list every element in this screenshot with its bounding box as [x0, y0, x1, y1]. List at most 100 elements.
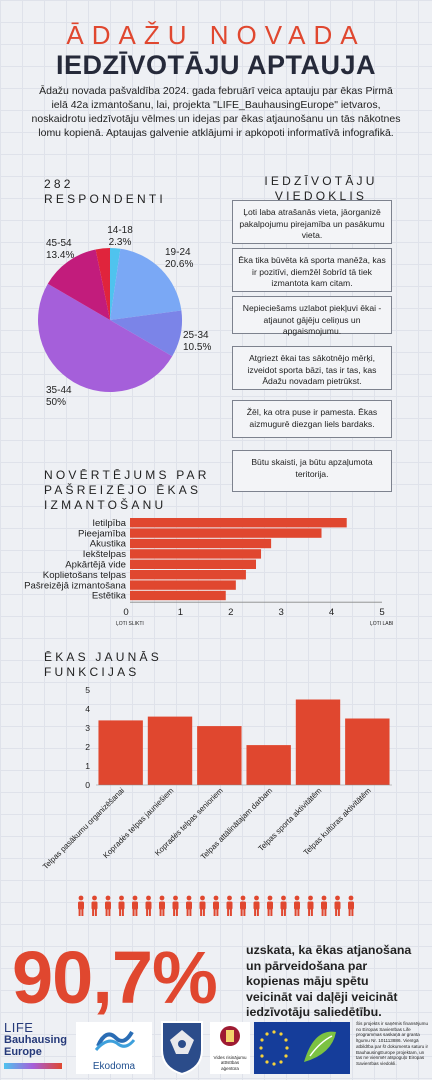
- bauhausing-logo-word: Bauhausing: [4, 1034, 67, 1046]
- person-icon: [105, 895, 111, 916]
- functions-bar: [197, 726, 242, 785]
- person-icon: [226, 895, 233, 916]
- person-icon: [132, 895, 138, 916]
- functions-heading-line-2: FUNKCIJAS: [44, 665, 140, 679]
- rating-x-tick: 0: [123, 607, 128, 618]
- rating-bar: [130, 528, 322, 538]
- rating-category-label: Apkārtējā vide: [65, 560, 126, 571]
- respondent-label: RESPONDENTI: [44, 192, 166, 206]
- latvia-coat-of-arms-icon: [220, 1026, 240, 1046]
- rating-category-label: Ietilpība: [92, 518, 126, 529]
- functions-category-label: Telpas pasākumu organizēšanai: [41, 786, 126, 871]
- rating-x-tick: 4: [329, 607, 335, 618]
- page-title: IEDZĪVOTĀJU APTAUJA: [55, 50, 377, 80]
- opinion-quote-4: Atgriezt ēkai tas sākotnējo mērķi, izvei…: [232, 346, 392, 390]
- opinion-quote-5: Žēl, ka otra puse ir pamesta. Ēkas aizmu…: [232, 400, 392, 438]
- opinion-quote-3: Nepieciešams uzlabot piekļuvi ēkai - atj…: [232, 296, 392, 336]
- respondents-heading: 282 RESPONDENTI: [44, 177, 166, 207]
- pie-slice-25-34: [110, 310, 182, 357]
- life-bauhausing-logo: LIFE Bauhausing Europe: [4, 1020, 67, 1058]
- pie-value-14-18: 2.3%: [109, 237, 132, 248]
- pie-value-19-24: 20.6%: [165, 259, 193, 270]
- rating-x-tick: 1: [178, 607, 183, 618]
- functions-y-tick: 4: [85, 704, 90, 714]
- functions-y-tick: 2: [85, 742, 90, 752]
- rating-heading-line-3: IZMANTOŠANU: [44, 498, 167, 512]
- functions-heading-line-1: ĒKAS JAUNĀS: [44, 650, 162, 664]
- person-icon: [321, 895, 327, 916]
- functions-y-tick: 3: [85, 723, 90, 733]
- life-logo-word: LIFE: [4, 1020, 34, 1035]
- rating-bar: [130, 590, 226, 601]
- person-icon: [118, 895, 125, 916]
- pie-slice-14-18: [110, 248, 121, 320]
- pie-label-35-44: 35-44: [46, 385, 72, 396]
- summary-text: uzskata, ka ēkas atjanošana un pārveidoš…: [246, 943, 412, 1019]
- functions-heading: ĒKAS JAUNĀS FUNKCIJAS: [44, 650, 162, 680]
- respondent-count: 282: [44, 177, 74, 191]
- ekodoma-wave-icon: [94, 1030, 136, 1052]
- person-icon: [240, 895, 246, 916]
- rating-heading: NOVĒRTĒJUMS PAR PAŠREIZĒJO ĒKAS IZMANTOŠ…: [44, 468, 210, 513]
- person-icon: [280, 895, 287, 916]
- rating-bar: [130, 559, 256, 569]
- person-icon: [91, 895, 98, 916]
- functions-bar: [295, 699, 341, 785]
- person-icon: [307, 895, 314, 916]
- rating-bar: [130, 570, 246, 580]
- pie-label-14-18: 14-18: [107, 225, 133, 236]
- rating-category-label: Estētika: [92, 591, 127, 602]
- person-icon: [145, 895, 152, 916]
- rating-bar: [130, 580, 236, 590]
- pie-slice-19-24: [110, 248, 182, 320]
- person-icon: [253, 895, 260, 916]
- eu-life-flag-icon: [254, 1022, 350, 1074]
- eu-funding-disclaimer: Šis projekts ir saņēmis finansējumu no E…: [356, 1021, 429, 1066]
- pie-label-19-24: 19-24: [165, 247, 191, 258]
- rating-bar: [130, 538, 272, 549]
- title-line-1: ĀDAŽU NOVADA: [66, 20, 366, 50]
- functions-bar: [345, 718, 390, 785]
- person-icon: [267, 895, 273, 916]
- rating-category-label: Pieejamība: [78, 528, 127, 539]
- pie-label-45-54: 45-54: [46, 238, 72, 249]
- opinions-heading-line-2: VIEDOKLIS: [274, 189, 368, 203]
- people-icon-row: [78, 895, 354, 916]
- person-icon: [334, 895, 341, 916]
- pie-value-45-54: 13.4%: [46, 250, 74, 261]
- pie-value-35-44: 50%: [46, 397, 66, 408]
- pie-label-25-34: 25-34: [183, 330, 209, 341]
- person-icon: [199, 895, 206, 916]
- rating-heading-line-1: NOVĒRTĒJUMS PAR: [44, 468, 210, 482]
- rating-high-label: ĻOTI LABI: [370, 621, 393, 627]
- life-logo-stripe: [4, 1063, 62, 1069]
- person-icon: [186, 895, 192, 916]
- opinions-heading-line-1: IEDZĪVOTĀJU: [264, 174, 378, 188]
- opinion-quote-1: Ļoti laba atrašanās vieta, jāorganizē pa…: [232, 200, 392, 244]
- person-icon: [294, 895, 300, 916]
- adazi-coat-of-arms-icon: [161, 1021, 203, 1076]
- person-icon: [78, 895, 84, 916]
- opinions-heading: IEDZĪVOTĀJU VIEDOKLIS: [258, 174, 384, 204]
- rating-bar: [130, 549, 262, 559]
- functions-bar: [98, 720, 143, 785]
- pie-value-25-34: 10.5%: [183, 342, 211, 353]
- rating-category-label: Akustika: [90, 539, 127, 550]
- rating-bar-chart: IetilpībaPieejamībaAkustikaIekštelpasApk…: [24, 518, 393, 627]
- functions-bar: [147, 716, 193, 785]
- rating-category-label: Iekštelpas: [83, 549, 126, 560]
- functions-bar: [246, 745, 291, 785]
- functions-y-tick: 1: [85, 761, 90, 771]
- person-icon: [159, 895, 165, 916]
- rating-heading-line-2: PAŠREIZĒJO ĒKAS: [44, 483, 202, 497]
- rating-bar: [130, 518, 347, 528]
- person-icon: [172, 895, 179, 916]
- rating-category-label: Pašreizējā izmantošana: [24, 580, 127, 591]
- vara-logo: Vides risinājumu attīstības aģentūra: [210, 1022, 250, 1074]
- ekodoma-name: Ekodoma: [92, 1061, 136, 1072]
- functions-y-tick: 0: [85, 780, 90, 790]
- opinion-quote-6: Būtu skaisti, ja būtu apzaļumota teritor…: [232, 450, 392, 492]
- ekodoma-logo: Ekodoma: [76, 1022, 152, 1074]
